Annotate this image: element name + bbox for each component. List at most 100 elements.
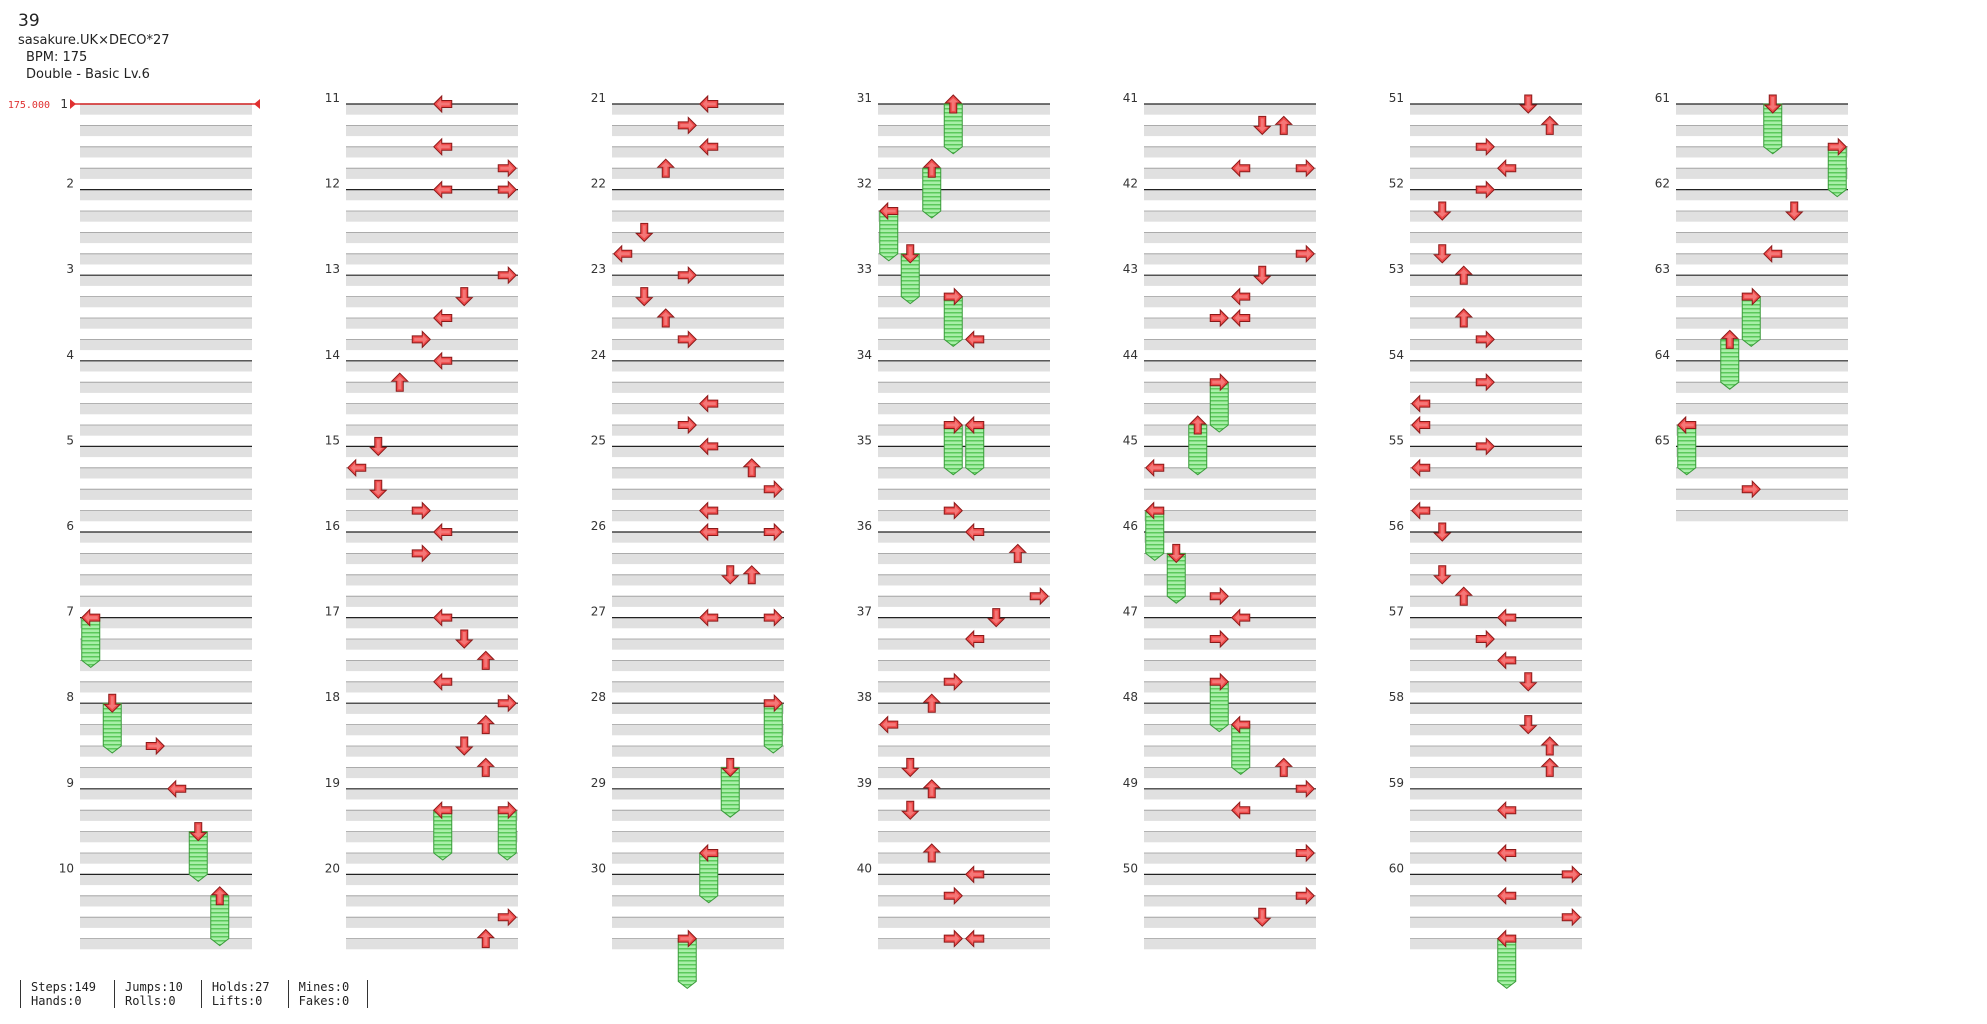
measure-8: 8 — [66, 690, 252, 779]
measure-9: 9 — [66, 776, 252, 864]
measure-number: 38 — [857, 690, 872, 704]
beat-stripe — [1410, 104, 1582, 115]
beat-stripe — [346, 360, 518, 372]
arrow-up-icon — [1454, 265, 1473, 285]
beat-stripe — [80, 104, 252, 115]
hold-note — [1209, 381, 1229, 433]
beat-stripe — [878, 703, 1050, 714]
measure-6: 6 — [66, 519, 252, 607]
stats-col-4: Mines:0 Fakes:0 — [287, 980, 369, 1008]
hold-note — [1741, 296, 1761, 348]
arrow-up-icon — [1540, 757, 1559, 777]
arrow-down-icon — [1433, 565, 1452, 585]
measure-number: 28 — [591, 690, 606, 704]
measure-number: 33 — [857, 262, 872, 276]
arrow-right-icon — [497, 907, 517, 927]
arrow-right-icon — [497, 158, 517, 178]
arrow-down-icon — [635, 222, 654, 243]
arrow-left-icon — [433, 180, 453, 199]
beat-stripe — [1144, 318, 1316, 329]
beat-stripe — [878, 617, 1050, 629]
beat-stripe — [1410, 189, 1582, 201]
beat-stripe — [1676, 360, 1848, 372]
beat-stripe — [612, 553, 784, 565]
measure-number: 27 — [591, 605, 606, 619]
measure-number: 20 — [325, 861, 340, 875]
beat-stripe — [1676, 446, 1848, 458]
arrow-left-icon — [699, 608, 719, 627]
arrow-left-icon — [1231, 715, 1251, 734]
beat-stripe — [612, 660, 784, 672]
beat-stripe — [80, 211, 252, 222]
arrow-right-icon — [145, 736, 165, 756]
beat-stripe — [1144, 146, 1316, 158]
measure-36: 36 — [857, 519, 1050, 607]
measure-number: 52 — [1389, 177, 1404, 191]
beat-stripe — [346, 189, 518, 201]
beat-stripe — [80, 403, 252, 415]
beat-stripe — [80, 874, 252, 886]
beat-stripe — [1676, 189, 1848, 201]
measure-number: 25 — [591, 433, 606, 447]
arrow-right-icon — [497, 800, 517, 820]
hold-note — [102, 702, 122, 754]
beat-stripe — [878, 339, 1050, 351]
measure-44: 44 — [1123, 348, 1316, 436]
beat-stripe — [612, 639, 784, 650]
beat-stripe — [1144, 574, 1316, 586]
beat-stripe — [80, 767, 252, 779]
hold-note — [1231, 724, 1251, 776]
hold-note — [1209, 681, 1229, 733]
beat-stripe — [1410, 425, 1582, 436]
beat-stripe — [1676, 510, 1848, 522]
beat-stripe — [1410, 917, 1582, 928]
beat-stripe — [878, 489, 1050, 500]
arrow-left-icon — [965, 330, 985, 349]
beat-stripe — [80, 446, 252, 458]
beat-stripe — [612, 318, 784, 329]
hold-note — [1763, 103, 1783, 155]
measure-number: 16 — [325, 519, 340, 533]
beat-stripe — [1410, 767, 1582, 779]
measure-number: 60 — [1389, 861, 1404, 875]
hold-note — [1497, 938, 1517, 990]
arrow-right-icon — [411, 501, 431, 520]
beat-stripe — [1144, 767, 1316, 779]
measure-43: 43 — [1123, 262, 1316, 351]
beat-stripe — [612, 125, 784, 137]
stat-hands: Hands:0 — [31, 994, 82, 1008]
arrow-down-icon — [103, 693, 122, 713]
beat-stripe — [346, 917, 518, 928]
arrow-up-icon — [476, 714, 495, 735]
beat-stripe — [80, 703, 252, 714]
arrow-up-icon — [390, 372, 409, 392]
beat-stripe — [346, 510, 518, 522]
beat-stripe — [1144, 553, 1316, 565]
stat-holds: Holds:27 — [211, 980, 270, 994]
beat-stripe — [80, 318, 252, 329]
measure-65: 65 — [1655, 433, 1848, 522]
beat-stripe — [612, 617, 784, 629]
measure-64: 64 — [1655, 348, 1848, 436]
measure-34: 34 — [857, 348, 1050, 436]
beat-stripe — [1144, 724, 1316, 736]
beat-stripe — [1410, 874, 1582, 886]
beat-stripe — [1410, 596, 1582, 607]
bpm-change-label: 175.000 — [8, 100, 50, 111]
hold-note — [1720, 338, 1740, 390]
measure-7: 7 — [66, 605, 252, 693]
arrow-down-icon — [1785, 201, 1804, 221]
beat-stripe — [1410, 938, 1582, 950]
arrow-right-icon — [1741, 287, 1761, 306]
arrow-left-icon — [81, 608, 101, 627]
beat-stripe — [1144, 360, 1316, 372]
measure-number: 8 — [66, 690, 74, 704]
beat-stripe — [1676, 403, 1848, 415]
beat-stripe — [1410, 853, 1582, 864]
beat-stripe — [346, 489, 518, 500]
arrow-right-icon — [1209, 372, 1229, 392]
measure-number: 1 — [60, 97, 68, 111]
arrow-right-icon — [1475, 372, 1495, 392]
hold-note — [433, 809, 453, 861]
